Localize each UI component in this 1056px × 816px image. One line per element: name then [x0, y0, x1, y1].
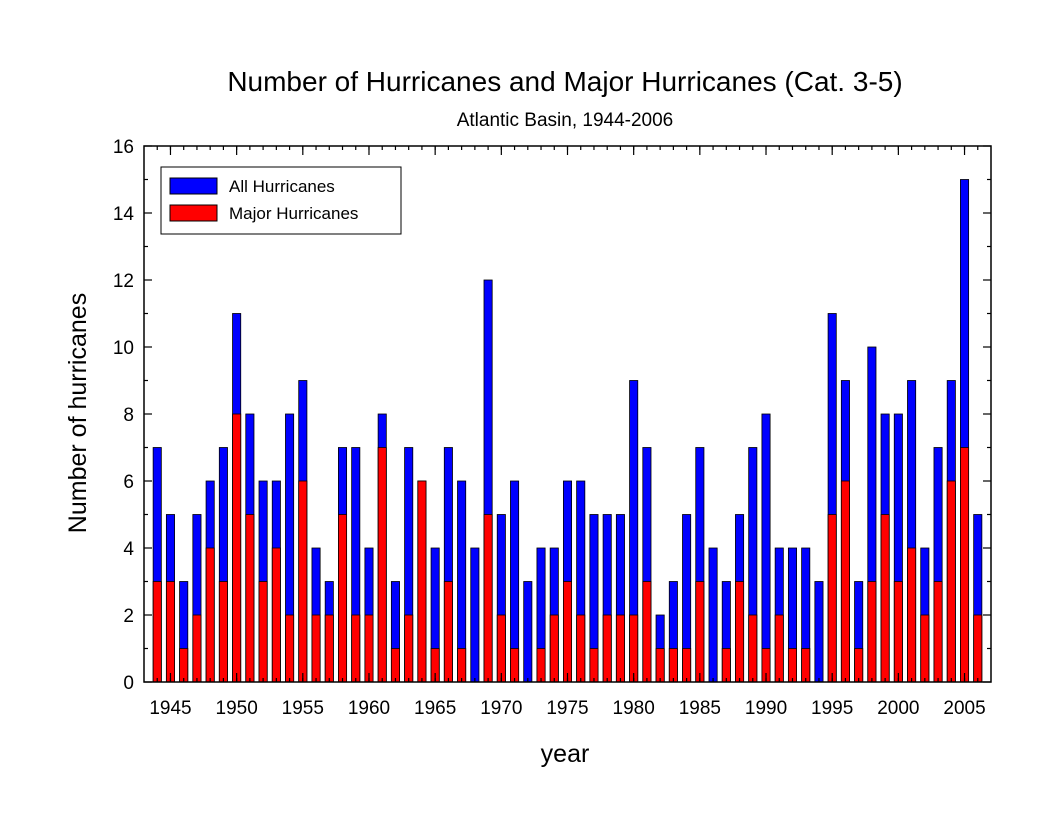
- bar-major-1995: [827, 514, 837, 683]
- bar-major-1974: [549, 614, 559, 683]
- bar-major-1963: [404, 614, 414, 683]
- bar-all-1968: [470, 547, 480, 683]
- y-tick-label: 12: [113, 271, 134, 292]
- y-tick-label: 10: [113, 338, 134, 359]
- legend-swatch-all: [169, 177, 218, 195]
- bar-major-1996: [840, 480, 850, 683]
- x-tick-label: 1965: [414, 698, 456, 719]
- y-tick-label: 2: [123, 606, 134, 627]
- x-tick-label: 2000: [877, 698, 919, 719]
- bar-major-1954: [285, 614, 295, 683]
- bar-major-1973: [536, 648, 546, 683]
- bar-major-1987: [721, 648, 731, 683]
- x-axis-label: year: [541, 740, 590, 768]
- bar-major-2002: [920, 614, 930, 683]
- bar-major-1981: [642, 581, 652, 683]
- x-tick-label: 2005: [943, 698, 985, 719]
- bar-major-1955: [298, 480, 308, 683]
- y-axis-label: Number of hurricanes: [64, 293, 92, 533]
- bar-major-1967: [457, 648, 467, 683]
- x-tick-label: 1970: [480, 698, 522, 719]
- bar-major-1961: [377, 447, 387, 683]
- x-tick-label: 1945: [149, 698, 191, 719]
- bar-major-1956: [311, 614, 321, 683]
- bar-major-1978: [602, 614, 612, 683]
- x-tick-label: 1980: [613, 698, 655, 719]
- bar-major-1959: [351, 614, 361, 683]
- bar-major-1998: [867, 581, 877, 683]
- y-tick-label: 14: [113, 204, 135, 225]
- bar-all-1972: [523, 581, 533, 683]
- bar-major-1946: [179, 648, 189, 683]
- legend-label-all: All Hurricanes: [229, 177, 335, 196]
- bar-major-1947: [192, 614, 202, 683]
- bar-major-1982: [655, 648, 665, 683]
- bar-major-2003: [933, 581, 943, 683]
- bar-major-1950: [232, 413, 242, 683]
- bar-major-1989: [748, 614, 758, 683]
- bar-major-1971: [510, 648, 520, 683]
- y-tick-label: 6: [123, 472, 134, 493]
- bar-major-2005: [960, 447, 970, 683]
- y-tick-label: 16: [113, 137, 134, 158]
- bar-major-1979: [615, 614, 625, 683]
- x-tick-label: 1950: [216, 698, 258, 719]
- bar-major-1962: [390, 648, 400, 683]
- bar-major-1948: [205, 547, 215, 683]
- x-tick-label: 1995: [811, 698, 853, 719]
- bar-major-1997: [854, 648, 864, 683]
- chart-title: Number of Hurricanes and Major Hurricane…: [227, 66, 902, 97]
- x-tick-label: 1985: [679, 698, 721, 719]
- bar-major-1958: [338, 514, 348, 683]
- bar-major-1970: [496, 614, 506, 683]
- bar-all-1990: [761, 413, 771, 683]
- bar-major-1999: [880, 514, 890, 683]
- chart-subtitle: Atlantic Basin, 1944-2006: [457, 110, 674, 131]
- bar-major-1983: [668, 648, 678, 683]
- bar-major-1991: [774, 614, 784, 683]
- bar-major-1984: [682, 648, 692, 683]
- legend-label-major: Major Hurricanes: [229, 204, 358, 223]
- bar-major-1951: [245, 514, 255, 683]
- bar-major-1977: [589, 648, 599, 683]
- bar-major-1952: [258, 581, 268, 683]
- bar-major-1945: [165, 581, 175, 683]
- x-tick-label: 1975: [546, 698, 588, 719]
- bar-major-1953: [271, 547, 281, 683]
- bar-major-1964: [417, 480, 427, 683]
- bar-major-1966: [443, 581, 453, 683]
- bar-major-1993: [801, 648, 811, 683]
- bar-major-1980: [629, 614, 639, 683]
- bar-major-1992: [787, 648, 797, 683]
- bar-major-1988: [735, 581, 745, 683]
- bar-major-1949: [218, 581, 228, 683]
- y-tick-label: 4: [123, 539, 134, 560]
- x-tick-label: 1990: [745, 698, 787, 719]
- y-tick-label: 8: [123, 405, 134, 426]
- bar-all-1994: [814, 581, 824, 683]
- legend-swatch-major: [169, 204, 218, 222]
- bar-major-1957: [324, 614, 334, 683]
- bar-major-2001: [907, 547, 917, 683]
- ticks-layer: 0 2 4 6 8 10 12 14 16 1945 1950 1955 1960 1965 1970 197…: [113, 137, 991, 719]
- bar-all-1986: [708, 547, 718, 683]
- bar-major-1944: [152, 581, 162, 683]
- bar-major-1960: [364, 614, 374, 683]
- legend: All Hurricanes Major Hurricanes: [160, 166, 402, 235]
- bar-major-1969: [483, 514, 493, 683]
- y-tick-label: 0: [123, 673, 134, 694]
- bar-major-2006: [973, 614, 983, 683]
- bars-layer: [152, 179, 983, 683]
- bar-major-1976: [576, 614, 586, 683]
- bar-major-2004: [946, 480, 956, 683]
- bar-major-1975: [562, 581, 573, 683]
- plot-frame: [143, 145, 992, 683]
- bar-major-2000: [893, 581, 903, 683]
- bar-major-1985: [695, 581, 705, 683]
- x-tick-label: 1960: [348, 698, 390, 719]
- x-tick-label: 1955: [282, 698, 324, 719]
